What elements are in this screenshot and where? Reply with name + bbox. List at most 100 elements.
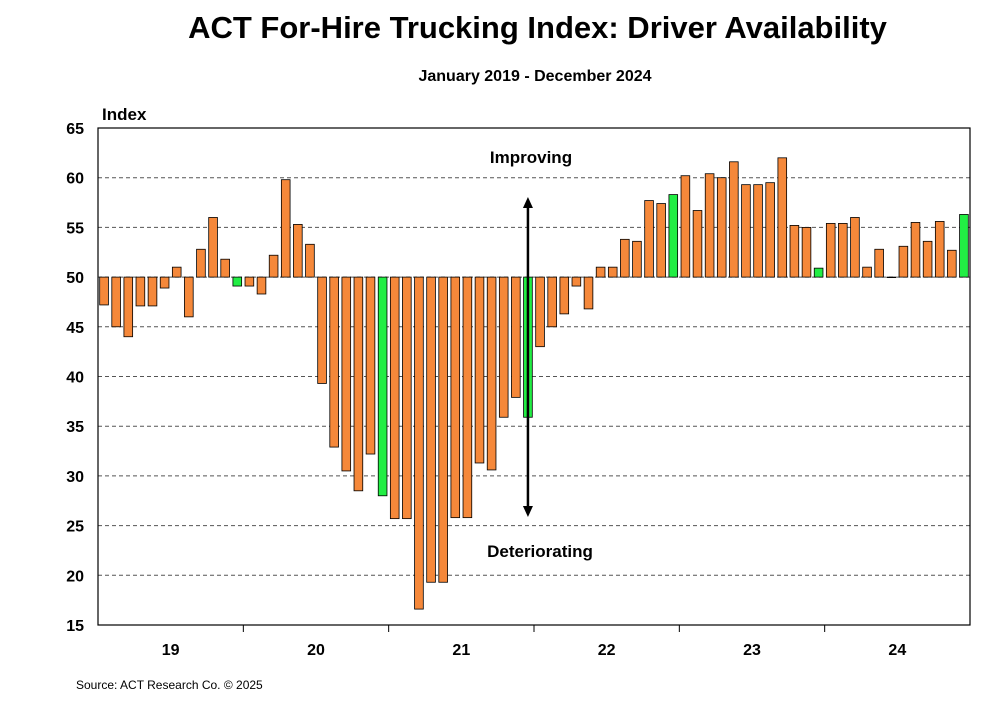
bar — [414, 276, 424, 610]
bar — [716, 177, 727, 278]
bar — [171, 266, 182, 278]
y-tick-label: 45 — [66, 320, 84, 337]
x-tick-label: 19 — [162, 642, 180, 659]
bar — [123, 276, 134, 338]
bar — [462, 276, 473, 519]
bar — [765, 182, 775, 278]
bar — [341, 276, 352, 472]
bar — [898, 245, 909, 278]
x-tick-label: 20 — [307, 642, 325, 659]
bar — [317, 276, 327, 384]
y-tick-label: 60 — [66, 171, 84, 188]
bar — [838, 223, 848, 278]
bar — [692, 210, 703, 278]
bar-highlight — [813, 267, 824, 278]
y-tick-label: 35 — [66, 419, 84, 436]
bar — [620, 238, 630, 278]
bar — [511, 276, 521, 398]
bar — [426, 276, 436, 583]
bar — [498, 276, 509, 418]
bar — [801, 226, 812, 278]
bar — [632, 240, 642, 278]
bar-highlight — [959, 214, 969, 278]
bar — [729, 161, 739, 278]
y-tick-label: 20 — [66, 568, 84, 585]
bar — [365, 276, 376, 455]
y-tick-label: 65 — [66, 121, 84, 138]
bar — [922, 240, 933, 278]
bar — [256, 276, 267, 295]
annotation-improving: Improving — [490, 148, 572, 167]
bar — [753, 184, 763, 278]
arrow-head-down — [522, 506, 533, 517]
bar — [184, 276, 194, 318]
bar — [559, 276, 570, 315]
bar — [607, 266, 618, 278]
bar — [644, 200, 654, 278]
bar — [438, 276, 448, 583]
bar — [789, 225, 800, 278]
bar — [704, 173, 715, 278]
y-tick-label: 50 — [66, 270, 84, 287]
bar — [402, 276, 412, 520]
bar — [135, 276, 146, 307]
bar — [280, 179, 291, 278]
bar — [196, 248, 206, 278]
bar — [825, 223, 836, 278]
bar — [486, 276, 497, 471]
y-tick-label: 40 — [66, 370, 84, 387]
bar — [220, 258, 230, 278]
bar — [329, 276, 339, 448]
bar — [656, 203, 666, 278]
bars — [99, 157, 969, 610]
bar — [474, 276, 485, 464]
bar — [850, 217, 860, 278]
bar — [147, 276, 158, 307]
bar-highlight — [668, 194, 679, 278]
bar-highlight — [232, 276, 243, 287]
bar — [450, 276, 461, 519]
bar — [111, 276, 121, 328]
bar — [777, 157, 788, 278]
axes: Index 15 20 25 30 35 40 45 50 55 60 65 19 20 21 22 23 24 — [66, 105, 906, 659]
y-tick-label: 55 — [66, 220, 84, 237]
y-tick-label: 30 — [66, 469, 84, 486]
bar — [874, 248, 884, 278]
bar — [159, 276, 170, 289]
bar — [268, 254, 279, 278]
chart-subtitle: January 2019 - December 2024 — [418, 68, 652, 85]
annotations: Improving Deteriorating — [487, 148, 593, 561]
bar — [305, 243, 315, 278]
bar — [741, 184, 751, 278]
bar — [99, 276, 109, 306]
source-note: Source: ACT Research Co. © 2025 — [76, 678, 263, 692]
arrow-head-up — [522, 197, 533, 208]
gridlines — [98, 177, 970, 576]
bar — [934, 221, 945, 278]
bar — [862, 266, 872, 278]
x-tick-label: 21 — [452, 642, 470, 659]
bar — [244, 276, 255, 287]
chart-title: ACT For-Hire Trucking Index: Driver Avai… — [188, 10, 887, 45]
bar — [293, 224, 303, 278]
y-tick-label: 15 — [66, 618, 84, 635]
bar — [680, 175, 691, 278]
bar-highlight — [377, 276, 388, 497]
x-tick-label: 22 — [598, 642, 616, 659]
bar — [595, 266, 606, 278]
bar — [535, 276, 545, 348]
x-tick-label: 24 — [888, 642, 906, 659]
bar — [947, 249, 957, 278]
y-tick-label: 25 — [66, 519, 84, 536]
bar — [886, 276, 897, 279]
y-axis-label: Index — [102, 105, 147, 124]
bar — [910, 222, 921, 278]
bar — [547, 276, 557, 328]
bar — [353, 276, 364, 492]
bar — [583, 276, 594, 310]
bar — [571, 276, 582, 287]
bar — [208, 217, 218, 278]
bar — [389, 276, 400, 520]
